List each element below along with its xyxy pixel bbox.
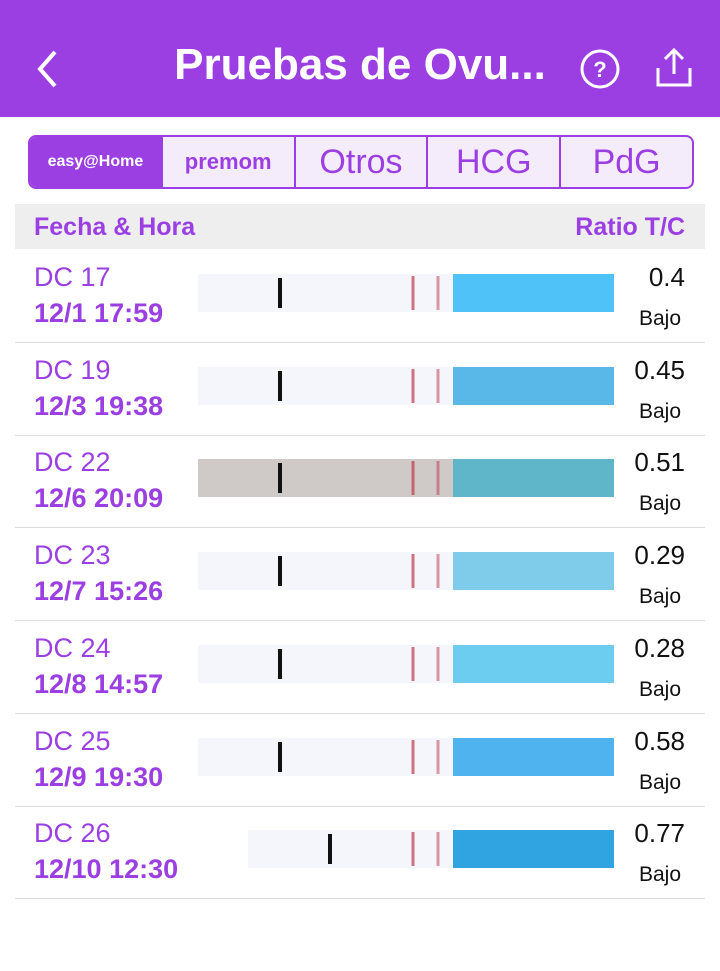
tab[interactable]: PdG [559, 137, 692, 187]
level-label: Bajo [638, 770, 681, 794]
level-label: Bajo [638, 585, 681, 609]
strip-label [453, 366, 614, 405]
tab[interactable]: Otros [293, 137, 427, 187]
test-strip-photo [198, 737, 614, 776]
tab[interactable]: HCG [426, 137, 559, 187]
test-strip-photo [198, 459, 614, 498]
level-label: Bajo [638, 492, 681, 516]
test-strip-photo [198, 644, 614, 683]
date-time: 12/3 19:38 [34, 390, 164, 421]
result-row[interactable]: DC 17 12/1 17:59 0.4 Bajo [15, 250, 705, 343]
cycle-day: DC 24 [34, 632, 111, 663]
result-row[interactable]: DC 24 12/8 14:57 0.28 Bajo [15, 621, 705, 714]
cycle-day: DC 22 [34, 447, 111, 478]
date-time: 12/1 17:59 [34, 298, 164, 328]
strip-label [453, 552, 614, 591]
date-time: 12/7 15:26 [34, 576, 164, 607]
cycle-day: DC 26 [34, 818, 111, 849]
header-icons: ? [37, 47, 692, 89]
ratio-value: 0.45 [634, 354, 685, 385]
test-strip-photo [198, 552, 614, 591]
result-row[interactable]: DC 19 12/3 19:38 0.45 Bajo [15, 343, 705, 436]
help-button[interactable] [580, 49, 620, 89]
date-time: 12/8 14:57 [34, 668, 164, 699]
strip-marker [278, 463, 282, 494]
strip-label [453, 644, 614, 683]
strip-marker [278, 741, 282, 772]
level-label: Bajo [638, 399, 681, 423]
date-time: 12/9 19:30 [34, 761, 164, 792]
result-row[interactable]: DC 23 12/7 15:26 0.29 Bajo [15, 528, 705, 622]
cycle-day: DC 23 [34, 540, 111, 571]
strip-label [453, 459, 614, 498]
result-row[interactable]: DC 22 12/6 20:09 0.51 Bajo [15, 435, 705, 529]
result-row[interactable]: DC 25 12/9 19:30 0.58 Bajo [15, 714, 705, 807]
cycle-day: DC 25 [34, 725, 111, 756]
tab[interactable]: premom [160, 137, 294, 187]
strip-marker [278, 648, 282, 679]
table-header: Fecha & Hora Ratio T/C [15, 204, 705, 249]
strip-label [453, 274, 614, 312]
column-header: Ratio T/C [575, 213, 685, 241]
date-time: 12/6 20:09 [34, 483, 164, 514]
strip-marker [278, 278, 282, 308]
cycle-day: DC 17 [34, 262, 111, 292]
test-strip-photo [248, 830, 614, 869]
strip-label [453, 737, 614, 776]
level-label: Bajo [638, 307, 681, 330]
strip-marker [278, 556, 282, 587]
ratio-value: 0.4 [648, 262, 685, 292]
ratio-value: 0.28 [634, 632, 685, 663]
back-button[interactable] [37, 50, 57, 88]
strip-marker [328, 834, 332, 865]
help-icon: ? [593, 57, 606, 82]
ratio-value: 0.51 [634, 447, 685, 478]
cycle-day: DC 19 [34, 354, 111, 385]
level-label: Bajo [638, 863, 681, 887]
column-header: Fecha & Hora [34, 213, 196, 241]
test-strip-photo [198, 274, 614, 312]
share-button[interactable] [656, 47, 692, 87]
date-time: 12/10 12:30 [34, 854, 179, 885]
strip-marker [278, 370, 282, 401]
ratio-value: 0.77 [634, 818, 685, 849]
page-title: Pruebas de Ovu... [174, 40, 546, 89]
result-row[interactable]: DC 26 12/10 12:30 0.77 Bajo [15, 806, 705, 900]
test-strip-photo [198, 366, 614, 405]
ratio-value: 0.58 [634, 725, 685, 756]
level-label: Bajo [638, 677, 681, 701]
header-bar: ? Pruebas de Ovu... [0, 0, 720, 117]
tab[interactable]: easy@Home [30, 137, 161, 187]
brand-tabs: easy@Home premom Otros HCG PdG [28, 135, 694, 189]
ratio-value: 0.29 [634, 540, 685, 571]
strip-label [453, 830, 614, 869]
